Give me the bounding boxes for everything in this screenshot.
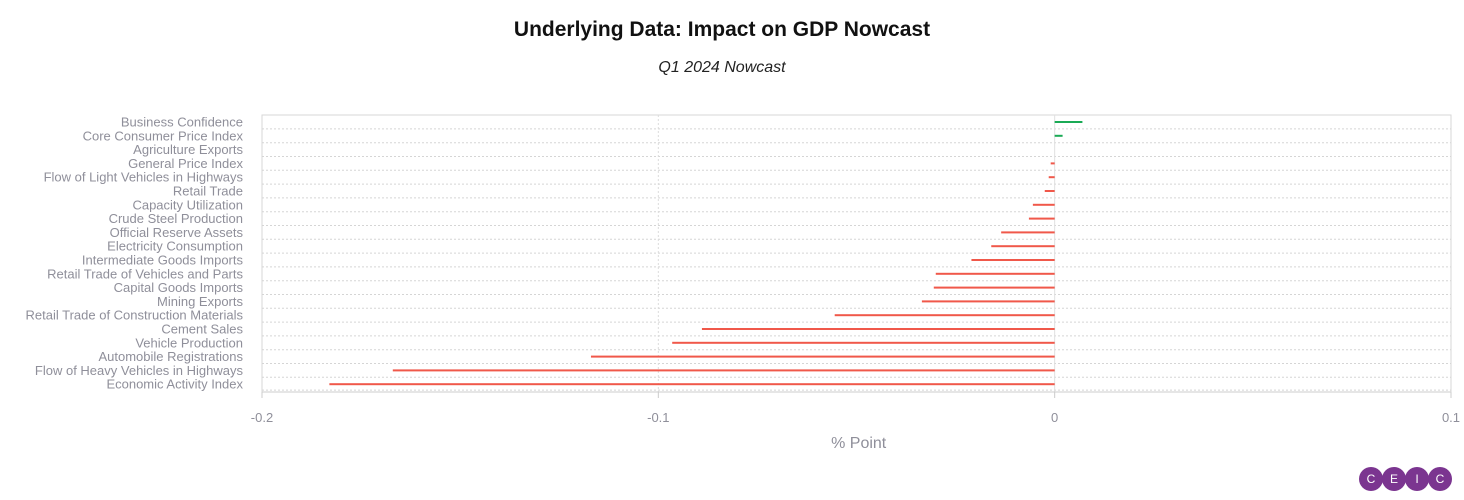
bar [329,383,1055,386]
category-label: Retail Trade of Vehicles and Parts [47,266,243,281]
bar [1001,231,1055,234]
bar [672,341,1055,344]
bar [1054,134,1063,137]
category-label: Crude Steel Production [109,211,243,226]
bar [935,272,1055,275]
bar [1054,121,1083,123]
x-tick-label: -0.1 [647,410,669,425]
category-label: Retail Trade [173,184,243,199]
category-label: Official Reserve Assets [110,225,244,240]
plot-frame [261,114,1452,393]
category-label: Vehicle Production [135,335,243,350]
category-label: Flow of Light Vehicles in Highways [44,170,244,185]
category-label: Retail Trade of Construction Materials [26,308,244,323]
chart-title: Underlying Data: Impact on GDP Nowcast [513,18,931,41]
x-axis-label: % Point [831,435,887,452]
bar [1028,217,1055,220]
bar [1050,162,1055,165]
category-label: Intermediate Goods Imports [82,253,244,268]
bar [921,300,1055,303]
bar [991,245,1055,248]
category-label: Cement Sales [161,322,243,337]
bar [1032,203,1055,206]
x-tick-label: 0.1 [1442,410,1460,425]
category-label: Business Confidence [121,115,243,130]
x-tick-label: -0.2 [251,410,273,425]
bar [971,259,1055,261]
chart-subtitle: Q1 2024 Nowcast [658,59,786,76]
bar [392,369,1055,372]
category-label: Electricity Consumption [107,239,243,254]
logo-letter: C [1359,467,1383,491]
ceic-logo: C E I C [1359,467,1452,491]
category-label: Core Consumer Price Index [83,128,244,143]
category-label: General Price Index [128,156,243,171]
bar [1048,176,1055,179]
bar [1044,190,1055,192]
category-label: Economic Activity Index [106,377,243,392]
bar [701,328,1055,330]
category-label: Capacity Utilization [132,197,243,212]
category-label: Capital Goods Imports [114,280,244,295]
x-tick-label: 0 [1051,410,1058,425]
logo-letter: I [1405,467,1429,491]
category-label: Automobile Registrations [98,349,243,364]
category-label: Mining Exports [157,294,243,309]
category-label: Flow of Heavy Vehicles in Highways [35,363,244,378]
logo-letter: E [1382,467,1406,491]
bar [834,314,1055,317]
bar [933,286,1055,289]
category-label: Agriculture Exports [133,142,243,157]
logo-letter: C [1428,467,1452,491]
bar [590,355,1055,358]
